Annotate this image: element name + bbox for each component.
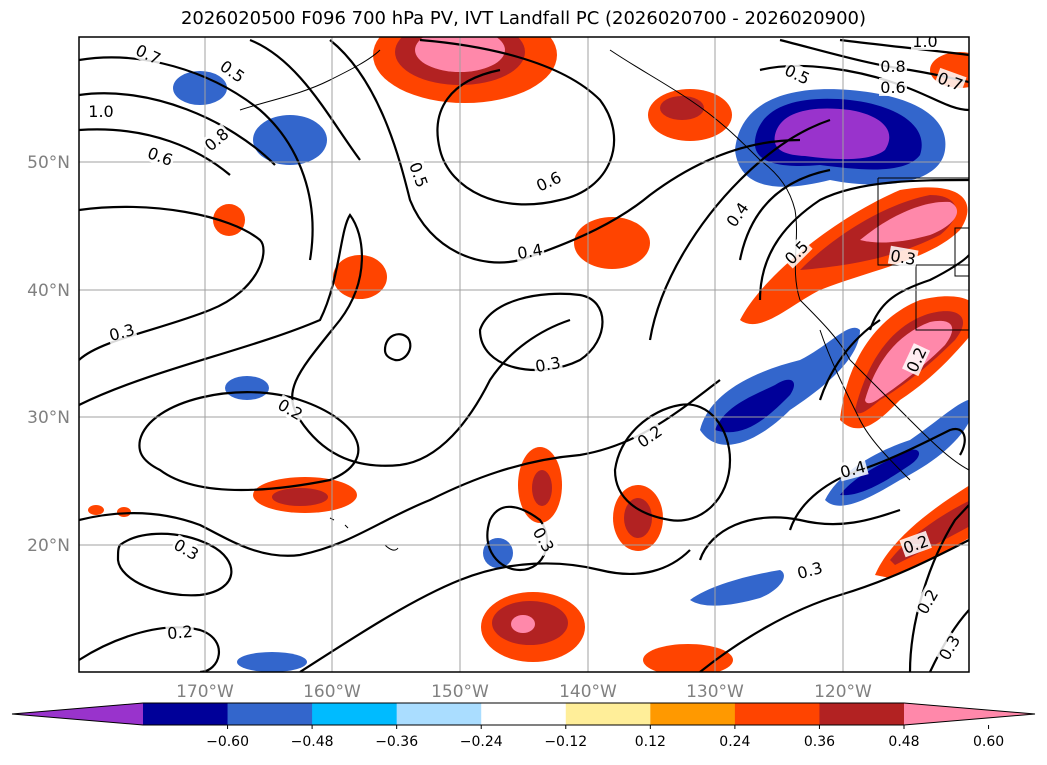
colorbar-segment	[734, 703, 820, 725]
contour-label: 0.3	[107, 320, 137, 345]
contour-label-bg	[902, 343, 931, 377]
contour-label: 1.0	[88, 102, 113, 121]
contour-label-bg	[405, 158, 433, 191]
contour-label-bg	[532, 167, 566, 196]
colorbar-tick-label: 0.24	[719, 734, 750, 750]
contour-label: 0.3	[529, 524, 558, 556]
lat-label: 30°N	[27, 408, 70, 428]
map-title: 2026020500 F096 700 hPa PV, IVT Landfall…	[180, 8, 867, 29]
colorbar-segment	[650, 703, 736, 725]
colorbar-segment	[481, 703, 567, 725]
colorbar-tick-label: 0.12	[635, 734, 666, 750]
contour-label-bg	[887, 245, 919, 269]
colorbar-tick-label: −0.36	[375, 734, 418, 750]
lon-label: 170°W	[176, 682, 234, 702]
colorbar-segment	[819, 703, 905, 725]
contour-label-bg	[131, 40, 165, 69]
map-field-layer: 0.70.51.00.80.61.00.80.70.5 0.60.5 0.60.40…	[79, 32, 969, 672]
colorbar-tick-label: −0.60	[206, 734, 249, 750]
contour-label-bg	[836, 456, 869, 482]
contour-label: 0.4	[723, 199, 753, 231]
contour-label: 0.5	[782, 61, 813, 89]
contour-label-bg	[934, 67, 967, 95]
colorbar-tick-label: 0.48	[888, 734, 919, 750]
contour-label-bg	[780, 236, 813, 269]
contour-label: 0.7	[133, 41, 164, 69]
contour-label: 0.3	[889, 246, 917, 269]
contour-label-bg	[912, 584, 942, 619]
contour-label-bg	[199, 123, 233, 156]
contour-label-bg	[215, 55, 250, 87]
contour-label-bg	[721, 197, 753, 232]
plot-frame	[78, 36, 970, 673]
contour-label: 0.3	[534, 353, 562, 376]
contour-label-bg	[87, 102, 115, 120]
contour-label: 0.6	[533, 168, 564, 196]
colorbar-tick-label: −0.12	[544, 734, 587, 750]
contour-label-bg	[934, 630, 964, 665]
colorbar-tick-label: 0.60	[973, 734, 1004, 750]
colorbar-segment	[565, 703, 651, 725]
lat-label: 50°N	[27, 153, 70, 173]
contour-label-bg	[514, 239, 546, 263]
contour-label: 0.3	[935, 632, 964, 664]
contour-label: 1.0	[912, 32, 937, 51]
contour-label-bg	[793, 557, 826, 583]
contour-label: 0.8	[880, 57, 905, 76]
lon-label: 120°W	[814, 682, 872, 702]
colorbar-extend-max	[904, 703, 1035, 725]
contour-label-bg	[899, 530, 932, 558]
contour-label-bg	[780, 60, 814, 89]
lon-label: 160°W	[303, 682, 361, 702]
colorbar-tick-label: 0.36	[804, 734, 835, 750]
colorbar-segment	[396, 703, 482, 725]
contour-label-bg	[169, 534, 204, 564]
lon-label: 150°W	[431, 682, 489, 702]
contour-label-bg	[165, 621, 195, 643]
contour-label-bg	[105, 319, 138, 345]
lat-label: 40°N	[27, 281, 70, 301]
lon-label: 140°W	[559, 682, 617, 702]
colorbar-tick-label: −0.48	[291, 734, 334, 750]
colorbar-extend-min	[12, 703, 143, 725]
contour-label-bg	[144, 142, 177, 170]
contour-label: 0.6	[880, 78, 905, 97]
contour-label-bg	[632, 420, 667, 452]
contour-label-bg	[529, 522, 559, 557]
colorbar-outline	[11, 702, 1036, 726]
contour-label-bg	[879, 57, 907, 75]
contour-label-bg	[911, 37, 939, 50]
contour-label: 0.2	[166, 622, 193, 643]
contour-label-bg	[879, 78, 907, 96]
contour-label-bg	[273, 394, 308, 424]
colorbar: −0.60 −0.48 −0.36 −0.24 −0.12 0.12 0.24 0.36 0.4…	[11, 702, 1036, 750]
colorbar-segment	[143, 703, 229, 725]
contour-label: 0.3	[795, 558, 825, 583]
colorbar-tick-label: −0.24	[460, 734, 503, 750]
lon-label: 130°W	[686, 682, 744, 702]
colorbar-segment	[312, 703, 398, 725]
contour-label-bg	[532, 352, 564, 376]
colorbar-segment	[227, 703, 313, 725]
contour-label: 0.4	[516, 240, 544, 263]
lat-label: 20°N	[27, 536, 70, 556]
